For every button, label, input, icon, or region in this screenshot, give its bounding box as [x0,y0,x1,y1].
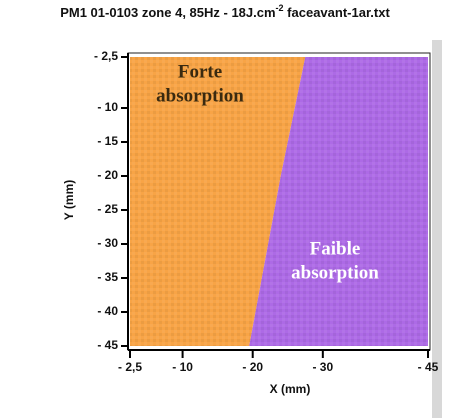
y-tick-label: - 45 [97,338,118,352]
y-tick-label: - 2,5 [94,49,118,63]
x-tick-label: - 30 [312,360,333,374]
x-tick-label: - 2,5 [118,360,142,374]
y-tick-label: - 40 [97,304,118,318]
annotation: absorption [156,85,244,106]
annotation: Faible [310,238,361,259]
x-axis-label: X (mm) [270,382,311,396]
x-tick-label: - 45 [418,360,439,374]
annotation: Forte [178,61,222,82]
y-tick-label: - 10 [97,100,118,114]
title-part: faceavant-1ar.txt [284,5,391,20]
annotation: absorption [291,262,379,283]
y-tick-label: - 15 [97,134,118,148]
y-tick-label: - 30 [97,236,118,250]
y-tick-label: - 20 [97,168,118,182]
chart-title: PM1 01-0103 zone 4, 85Hz - 18J.cm-2 face… [60,3,390,20]
title-superscript: -2 [276,3,284,13]
x-tick-label: - 20 [242,360,263,374]
texture [130,57,428,346]
y-tick-label: - 25 [97,202,118,216]
y-axis-label: Y (mm) [62,180,76,220]
x-tick-label: - 10 [172,360,193,374]
y-tick-label: - 35 [97,270,118,284]
title-part: PM1 01-0103 zone 4, 85Hz - 18J.cm [60,5,275,20]
edge-band [432,40,442,418]
